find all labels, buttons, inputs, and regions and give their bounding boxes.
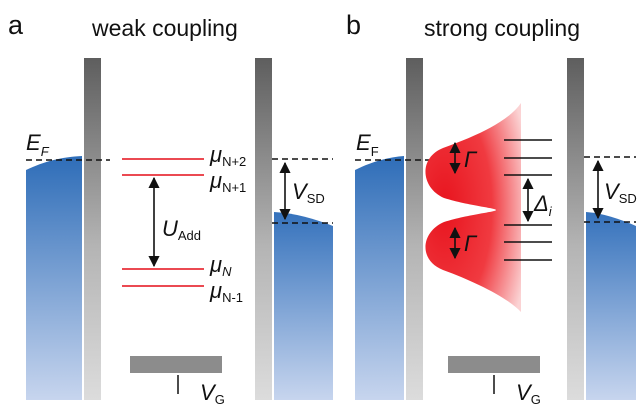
gate-label-a: VG xyxy=(200,380,225,407)
gate-electrode-a xyxy=(130,356,222,373)
panel-a: a weak coupling EF μN+2 μN+1 μN μN-1 UAd… xyxy=(8,10,333,407)
gamma-upper-label: Γ xyxy=(464,147,478,172)
panel-a-title: weak coupling xyxy=(91,15,238,41)
vsd-label-a: VSD xyxy=(292,179,325,206)
gate-electrode-b xyxy=(448,356,540,373)
gamma-lower-label: Γ xyxy=(464,231,478,256)
vsd-label-b: VSD xyxy=(604,179,637,206)
fermi-label-b: EF xyxy=(356,130,379,159)
broadened-states xyxy=(425,103,521,312)
panel-b-title: strong coupling xyxy=(424,15,580,41)
left-barrier-a xyxy=(84,58,101,400)
uadd-label: UAdd xyxy=(162,216,201,243)
panel-b-letter: b xyxy=(346,10,361,40)
panel-a-letter: a xyxy=(8,10,24,40)
left-lead-b xyxy=(355,156,404,400)
left-barrier-b xyxy=(406,58,423,400)
gate-label-b: VG xyxy=(516,380,541,407)
fermi-label-a: EF xyxy=(26,130,50,159)
delta-label: Δi xyxy=(533,191,553,219)
right-lead-b xyxy=(586,212,636,400)
level-label-n-1: μN-1 xyxy=(209,278,243,305)
level-label-n1: μN+1 xyxy=(209,168,246,195)
left-lead-a xyxy=(26,156,82,400)
right-barrier-a xyxy=(255,58,272,400)
level-label-n2: μN+2 xyxy=(209,142,246,169)
right-lead-a xyxy=(274,212,333,400)
panel-b: b strong coupling EF Γ Γ Δi VSD xyxy=(346,10,637,407)
right-barrier-b xyxy=(567,58,584,400)
level-label-n: μN xyxy=(209,252,232,279)
